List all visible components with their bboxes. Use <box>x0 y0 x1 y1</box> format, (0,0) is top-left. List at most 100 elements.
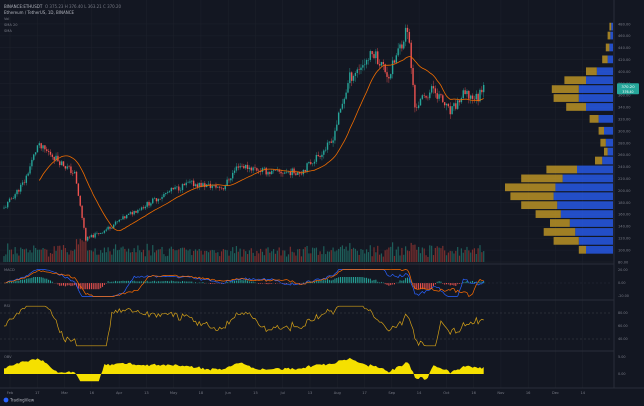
volume-bar <box>347 250 349 262</box>
macd-histogram-bar <box>224 283 226 284</box>
macd-histogram-bar <box>180 281 182 284</box>
candle-body <box>371 51 373 55</box>
candle-body <box>265 167 267 175</box>
macd-histogram-bar <box>209 283 211 284</box>
price-axis[interactable]: 480.00460.00440.00420.00400.00380.00360.… <box>618 22 631 264</box>
macd-histogram-bar <box>410 281 412 284</box>
volume-bar <box>219 256 221 262</box>
rsi-label[interactable]: RSI <box>4 304 10 308</box>
candle-body <box>144 206 147 209</box>
macd-histogram-bar <box>325 280 327 284</box>
macd-histogram-bar <box>126 280 128 284</box>
macd-histogram-bar <box>384 283 386 285</box>
volume-bar <box>5 254 7 262</box>
volume-bar <box>137 245 139 262</box>
volume-bar <box>133 248 135 262</box>
macd-histogram-bar <box>479 281 481 284</box>
macd-histogram-bar <box>142 281 144 284</box>
volume-bar <box>135 252 137 262</box>
volume-bar <box>332 247 334 262</box>
volume-profile-up <box>607 147 613 156</box>
candle-body <box>114 221 117 225</box>
volume-bar <box>204 250 206 262</box>
volume-bar <box>116 250 119 262</box>
macd-histogram-bar <box>438 281 440 284</box>
macd-histogram-bar <box>23 279 25 284</box>
candle-body <box>165 193 167 195</box>
macd-histogram-bar <box>120 281 122 284</box>
volume-bar <box>154 252 156 262</box>
candle-body <box>218 186 221 188</box>
time-axis-label: 16 <box>471 391 476 395</box>
macd-histogram-bar <box>211 283 213 284</box>
candle-body <box>21 182 24 185</box>
volume-bar <box>291 251 293 262</box>
time-axis-label: Feb <box>7 391 14 395</box>
macd-histogram-bar <box>250 281 252 284</box>
time-axis[interactable]: Feb 17 Mar 16 Apr 13 May 18 Jun 15 Jul 13 Aug 17 Sep 14… <box>7 391 586 395</box>
price-axis-label: 400.00 <box>618 70 631 74</box>
volume-bar <box>328 251 330 262</box>
volume-bar <box>237 251 239 262</box>
macd-histogram-bar <box>401 280 403 284</box>
indicator-sma20-label[interactable]: SMA 20 <box>4 23 18 27</box>
time-axis-label: 15 <box>253 391 258 395</box>
macd-histogram-bar <box>271 283 273 284</box>
macd-histogram-bar <box>226 281 228 284</box>
volume-bar <box>140 252 143 262</box>
volume-bar <box>92 251 94 262</box>
volume-bar <box>352 247 355 262</box>
macd-histogram-bar <box>174 281 176 284</box>
volume-profile-down <box>609 22 612 31</box>
volume-profile-down <box>505 183 556 192</box>
macd-histogram-bar <box>433 283 435 286</box>
candle-body <box>73 171 76 174</box>
volume-bar <box>239 248 241 262</box>
macd-histogram-bar <box>429 283 431 290</box>
macd-histogram-bar <box>161 281 163 284</box>
candle-body <box>129 212 132 214</box>
macd-histogram-bar <box>425 283 427 290</box>
volume-profile-up <box>575 228 613 236</box>
candle-body <box>364 64 366 66</box>
macd-histogram-bar <box>347 277 349 284</box>
indicator-sma-label[interactable]: SMA <box>4 29 12 33</box>
volume-bar <box>377 245 379 262</box>
candle-body <box>267 172 269 175</box>
candle-body <box>44 145 46 150</box>
volume-profile <box>505 22 613 254</box>
macd-histogram-bar <box>154 280 156 284</box>
candle-body <box>453 103 455 107</box>
volume-bar <box>36 249 39 262</box>
last-price-badge: 370.20 376.40 <box>617 83 639 95</box>
candle-body <box>293 168 295 174</box>
indicator-vol-label[interactable]: Vol <box>4 17 9 21</box>
macd-histogram-bar <box>431 283 433 290</box>
macd-label[interactable]: MACD <box>4 268 15 272</box>
macd-histogram-bar <box>436 281 438 284</box>
volume-bar <box>263 255 265 262</box>
macd-histogram-bar <box>340 277 342 284</box>
volume-bar <box>109 251 111 262</box>
volume-bar <box>55 250 57 262</box>
price-axis-label: 100.00 <box>618 248 631 252</box>
volume-bar <box>3 256 5 262</box>
macd-histogram-bar <box>12 281 14 284</box>
candle-body <box>7 201 9 208</box>
candle-body <box>168 191 171 193</box>
candle-body <box>122 216 124 220</box>
volume-bar <box>414 244 416 262</box>
volume-bar <box>444 250 446 262</box>
macd-histogram-bar <box>144 281 146 284</box>
tradingview-logo[interactable]: TradingView <box>3 398 35 403</box>
volume-bar <box>187 250 189 262</box>
candle-body <box>406 27 409 32</box>
candle-body <box>62 161 65 167</box>
candle-body <box>146 201 148 207</box>
candle-body <box>404 27 407 42</box>
volume-bar <box>174 250 176 262</box>
volume-bar <box>7 243 9 262</box>
candle-body <box>233 170 236 173</box>
obv-label[interactable]: OBV <box>4 355 12 359</box>
